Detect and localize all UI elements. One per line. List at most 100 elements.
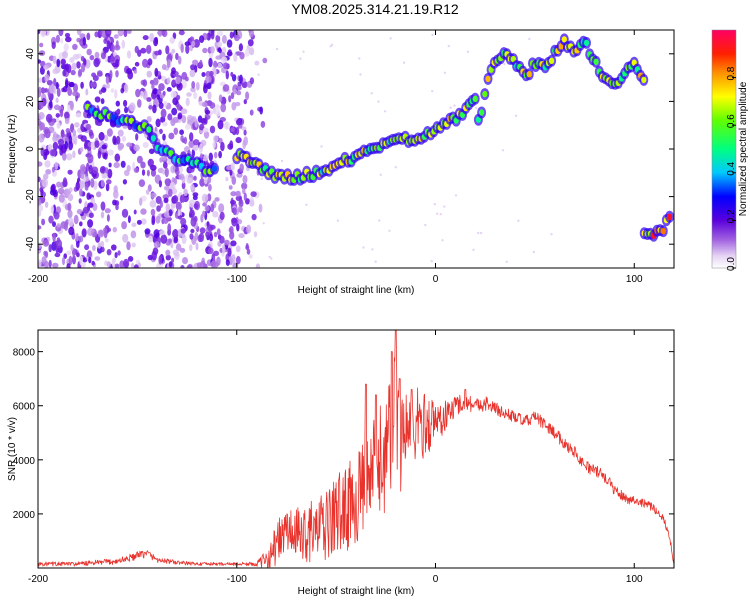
heatmap-speckle (133, 209, 137, 215)
heatmap-speckle (144, 228, 151, 235)
heatmap-speckle (133, 144, 140, 152)
heatmap-speckle (74, 122, 80, 128)
heatmap-speckle (175, 243, 182, 251)
heatmap-speckle (97, 70, 103, 76)
heatmap-speckle (70, 244, 74, 252)
heatmap-speckle (55, 97, 59, 103)
heatmap-speckle (147, 58, 153, 66)
heatmap-speckle (454, 194, 458, 197)
heatmap-speckle (48, 215, 54, 224)
heatmap-speckle (221, 244, 226, 254)
heatmap-speckle (238, 233, 245, 239)
heatmap-speckle (236, 90, 242, 96)
colorbar-ticks: 0.0 0.2 0.4 0.6 0.8 (726, 66, 737, 271)
heatmap-speckle (249, 109, 254, 116)
heatmap-speckle (134, 45, 139, 54)
heatmap-speckle (127, 256, 134, 262)
heatmap-speckle (126, 142, 133, 147)
heatmap-speckle (205, 75, 212, 83)
heatmap-speckle (72, 150, 76, 159)
heatmap-speckle (214, 197, 220, 202)
heatmap-speckle (148, 235, 153, 243)
heatmap-speckle (210, 30, 215, 40)
heatmap-speckle (147, 158, 154, 167)
heatmap-speckle (212, 211, 219, 218)
heatmap-speckle (55, 34, 61, 43)
heatmap-speckle (175, 201, 182, 211)
heatmap-speckle (517, 219, 520, 222)
heatmap-speckle (246, 248, 251, 255)
heatmap-speckle (117, 144, 123, 151)
heatmap-speckle (219, 211, 225, 221)
heatmap-speckle (76, 30, 82, 36)
heatmap-speckle (262, 57, 268, 64)
heatmap-speckle (79, 188, 83, 197)
heatmap-speckle (39, 124, 43, 131)
heatmap-speckle (97, 229, 105, 238)
heatmap-speckle (180, 217, 187, 226)
heatmap-ridge-cell (593, 58, 599, 65)
heatmap-speckle (175, 52, 179, 61)
heatmap-speckle (230, 191, 237, 197)
heatmap-speckle (38, 225, 42, 230)
heatmap-cells (38, 30, 674, 268)
heatmap-speckle (94, 96, 101, 103)
heatmap-speckle (514, 114, 518, 118)
heatmap-speckle (161, 30, 166, 37)
heatmap-speckle (52, 141, 59, 151)
heatmap-speckle (142, 90, 148, 100)
heatmap-speckle (129, 102, 136, 112)
heatmap-speckle (192, 59, 199, 66)
heatmap-speckle (146, 97, 152, 102)
snr-panel: -200 -100 0 100 2000 4000 6000 8000 Height of s… (7, 329, 675, 597)
heatmap-speckle (166, 87, 172, 92)
heatmap-speckle (235, 137, 242, 144)
heatmap-speckle (43, 64, 50, 70)
heatmap-speckle (177, 112, 183, 119)
heatmap-speckle (92, 231, 98, 237)
heatmap-speckle (158, 180, 162, 188)
heatmap-speckle (377, 100, 380, 103)
heatmap-speckle (79, 221, 83, 227)
heatmap-speckle (275, 47, 279, 51)
snr-axis-ticks: -200 -100 0 100 2000 4000 6000 8000 (13, 330, 674, 585)
heatmap-speckle (202, 127, 209, 133)
heatmap-speckle (174, 166, 180, 176)
heatmap-speckle (230, 127, 235, 133)
heatmap-speckle (359, 73, 362, 76)
heatmap-speckle (109, 69, 113, 80)
heatmap-speckle (72, 43, 78, 51)
heatmap-speckle (44, 87, 48, 93)
heatmap-speckle (217, 41, 223, 48)
heatmap-speckle (243, 99, 247, 105)
heatmap-speckle (180, 108, 188, 115)
heatmap-speckle (246, 224, 252, 234)
heatmap-speckle (528, 37, 531, 41)
heatmap-speckle (63, 188, 71, 196)
heatmap-speckle (142, 79, 148, 87)
heatmap-ridge-cell (479, 109, 485, 116)
heatmap-speckle (114, 153, 121, 162)
heatmap-speckle (214, 151, 218, 159)
heatmap-speckle (203, 84, 208, 94)
heatmap-speckle (87, 219, 94, 228)
heatmap-speckle (100, 98, 105, 105)
heatmap-speckle (190, 217, 197, 227)
heatmap-speckle (44, 74, 50, 83)
heatmap-speckle (424, 223, 427, 227)
heatmap-speckle (38, 244, 42, 250)
heatmap-speckle (84, 182, 89, 191)
heatmap-speckle (242, 187, 246, 195)
heatmap-speckle (181, 71, 188, 80)
heatmap-speckle (188, 199, 196, 208)
heatmap-speckle (38, 86, 42, 94)
heatmap-speckle (162, 133, 166, 141)
heatmap-speckle (362, 246, 365, 249)
heatmap-speckle (209, 125, 216, 134)
heatmap-speckle (78, 235, 84, 243)
heatmap-speckle (185, 123, 191, 130)
heatmap-speckle (142, 141, 149, 149)
heatmap-speckle (280, 159, 284, 163)
heatmap-speckle (86, 250, 93, 259)
